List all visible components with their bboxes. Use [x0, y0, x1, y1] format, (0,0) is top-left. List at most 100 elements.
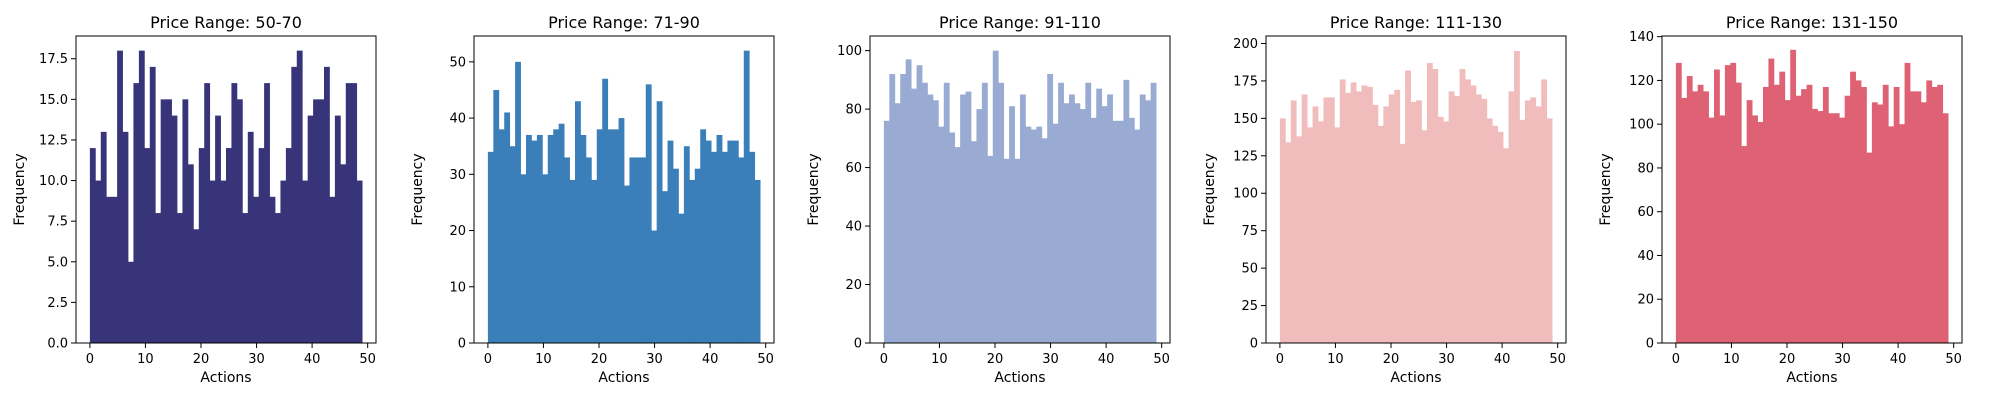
y-tick-label: 20 — [1637, 293, 1654, 308]
bar — [1334, 127, 1341, 343]
x-axis-label: Actions — [200, 370, 251, 386]
bar — [1296, 136, 1303, 343]
bar — [1014, 158, 1021, 343]
bar — [1328, 97, 1335, 344]
x-tick-label: 10 — [535, 352, 552, 367]
y-tick-label: 20 — [449, 224, 466, 239]
bar — [1893, 86, 1900, 343]
y-tick-label: 150 — [1233, 112, 1258, 127]
bar — [487, 151, 494, 343]
bar — [1350, 82, 1357, 344]
bar — [345, 83, 352, 344]
chart-panel-4: 0 10 20 30 40 50 0 25 50 75 100 125 150 175 200 Price R… — [1190, 0, 1590, 400]
bar — [618, 118, 625, 343]
bar — [128, 261, 134, 343]
bar — [1367, 86, 1373, 344]
bar — [1703, 91, 1709, 343]
x-tick-label: 0 — [1672, 352, 1680, 367]
axes-frame — [1265, 35, 1567, 344]
bar — [569, 179, 576, 343]
chart-svg-2: 0 10 20 30 40 50 0 10 20 30 40 50 Price Range: 71-90… — [410, 13, 775, 386]
bar — [547, 134, 554, 343]
bar — [1285, 142, 1292, 343]
chart-svg-4: 0 10 20 30 40 50 0 25 50 75 100 125 150 175 200 Price R… — [1202, 13, 1567, 386]
bar — [204, 83, 211, 344]
bar — [932, 100, 939, 343]
bar — [1752, 115, 1758, 344]
bars — [1279, 50, 1553, 344]
bar — [1475, 94, 1482, 344]
bar — [280, 180, 287, 343]
bar — [1937, 84, 1944, 344]
y-axis-label: Frequency — [1598, 153, 1614, 225]
y-tick-label: 0 — [458, 337, 466, 352]
bar — [981, 82, 988, 343]
axes-frame — [1661, 35, 1963, 344]
bar — [356, 180, 363, 343]
x-tick-label: 40 — [1098, 352, 1115, 367]
bar — [1719, 115, 1726, 344]
bar — [1746, 100, 1753, 343]
bar — [591, 179, 598, 343]
bar — [1850, 71, 1856, 344]
x-tick-label: 30 — [1438, 352, 1455, 367]
bar — [526, 134, 532, 343]
bar — [1931, 86, 1938, 343]
y-tick-label: 50 — [449, 55, 466, 70]
x-tick-label: 0 — [86, 352, 94, 367]
bar — [1681, 97, 1688, 344]
bar — [1524, 100, 1531, 344]
bar — [889, 74, 896, 343]
bar — [1514, 50, 1520, 343]
bar — [1323, 97, 1330, 344]
bar — [883, 120, 890, 343]
bar — [1388, 94, 1395, 344]
bar — [1779, 71, 1786, 344]
x-tick-label: 20 — [987, 352, 1004, 367]
bar — [1372, 104, 1379, 343]
bar — [1697, 84, 1704, 344]
x-tick-label: 30 — [1042, 352, 1059, 367]
y-axis-label: Frequency — [410, 153, 426, 225]
bar — [220, 180, 227, 343]
y-tick-label: 7.5 — [47, 215, 68, 230]
bar — [1107, 94, 1113, 343]
bar — [1405, 70, 1411, 343]
x-tick-label: 40 — [1494, 352, 1511, 367]
bar — [1741, 146, 1748, 343]
y-tick-label: 5.0 — [47, 255, 68, 270]
bar — [253, 196, 260, 343]
bar — [1692, 91, 1699, 343]
bar — [1377, 125, 1384, 343]
bar — [1866, 152, 1873, 343]
bar — [144, 148, 151, 343]
bar — [727, 140, 734, 343]
bar — [1459, 68, 1466, 343]
x-tick-label: 40 — [1890, 352, 1907, 367]
bar — [894, 103, 901, 343]
x-tick-label: 50 — [359, 352, 376, 367]
y-tick-label: 20 — [845, 278, 862, 293]
bar — [689, 179, 696, 343]
bar — [607, 129, 614, 343]
x-axis-label: Actions — [598, 370, 649, 386]
bar — [1356, 91, 1362, 343]
bar — [575, 101, 581, 343]
bar — [1421, 130, 1428, 343]
bar — [1312, 106, 1319, 343]
chart-panel-2: 0 10 20 30 40 50 0 10 20 30 40 50 Price Range: 71-90… — [398, 0, 798, 400]
bar — [1150, 82, 1157, 343]
bar — [307, 115, 314, 343]
bar — [667, 140, 674, 343]
bar — [1432, 68, 1439, 343]
axes-frame — [75, 35, 377, 344]
y-tick-label: 50 — [1241, 262, 1258, 277]
bar — [976, 109, 983, 343]
bar — [111, 196, 118, 343]
bar — [269, 196, 276, 343]
bar — [596, 129, 603, 343]
bar — [1470, 85, 1477, 344]
x-tick-label: 30 — [646, 352, 663, 367]
bars — [1675, 49, 1949, 344]
bar — [722, 151, 728, 343]
